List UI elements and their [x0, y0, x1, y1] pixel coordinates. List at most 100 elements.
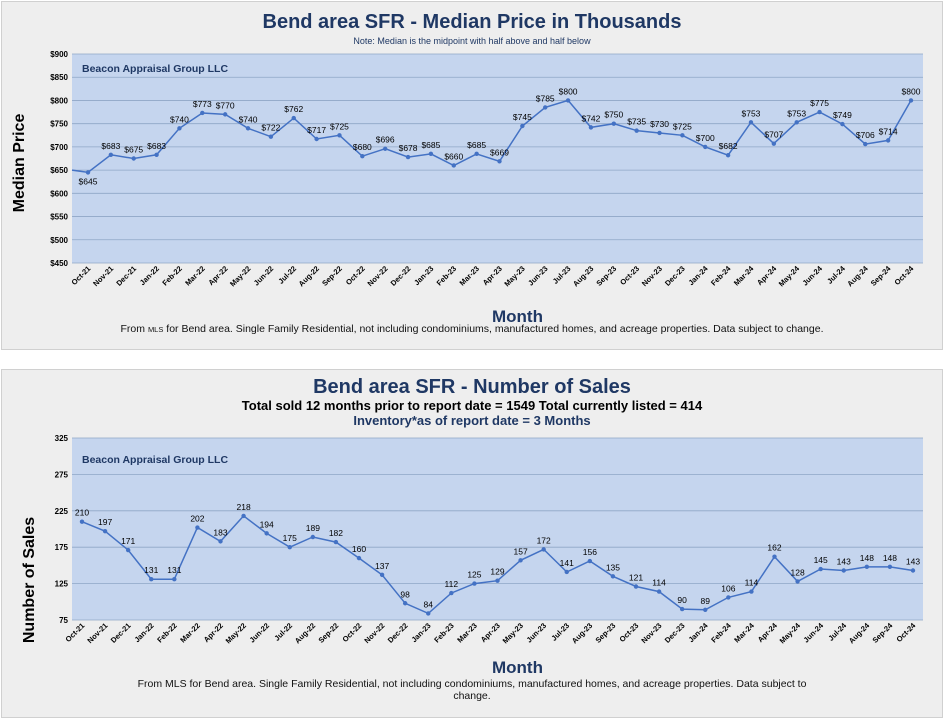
x-tick-label: Jul-23 — [549, 621, 571, 643]
data-point — [794, 120, 799, 125]
data-label: $722 — [261, 123, 280, 133]
data-point — [177, 126, 182, 131]
data-label: $685 — [467, 140, 486, 150]
x-tick-label: Sep-23 — [594, 621, 618, 645]
data-point — [818, 566, 823, 572]
data-label: 183 — [213, 527, 227, 537]
x-tick-label: May-22 — [224, 621, 248, 645]
data-point — [79, 519, 85, 524]
x-tick-label: Jun-24 — [802, 620, 826, 644]
x-tick-label: Mar-24 — [732, 620, 756, 644]
x-tick-label: Apr-24 — [755, 263, 779, 287]
data-label: $740 — [170, 114, 189, 124]
x-tick-label: Jun-23 — [526, 264, 549, 287]
data-point — [102, 528, 108, 534]
x-tick-label: Dec-21 — [114, 264, 138, 288]
x-tick-label: Mar-23 — [455, 621, 478, 644]
data-label: 218 — [236, 502, 250, 512]
x-tick-label: Sep-22 — [317, 621, 341, 645]
data-point — [887, 564, 893, 570]
data-label: 143 — [837, 556, 851, 566]
data-point — [885, 138, 891, 143]
data-label: 210 — [75, 508, 89, 518]
data-point — [108, 152, 114, 157]
data-label: $770 — [216, 100, 235, 110]
y-tick-label: $600 — [50, 189, 68, 198]
data-label: $750 — [604, 110, 623, 120]
x-tick-label: Nov-23 — [640, 264, 664, 288]
data-label: $725 — [330, 121, 349, 131]
x-tick-label: Feb-22 — [155, 621, 178, 644]
x-tick-label: Jan-24 — [686, 263, 710, 287]
data-label: 141 — [560, 558, 574, 568]
data-label: $753 — [787, 108, 806, 118]
data-label: $669 — [490, 147, 509, 157]
data-label: 175 — [283, 533, 297, 543]
data-point — [426, 611, 431, 616]
chart-footer: From MLS for Bend area. Single Family Re… — [120, 323, 824, 335]
data-point — [634, 128, 639, 133]
data-label: 148 — [883, 553, 897, 563]
x-tick-label: Aug-22 — [293, 621, 317, 645]
median-price-line-chart: $450 $500 $550 $600 $650 $700 $750 $800 $850 $900… — [11, 50, 923, 326]
data-label: $707 — [764, 130, 783, 140]
x-tick-label: Dec-23 — [663, 621, 687, 645]
data-label: 172 — [537, 535, 551, 545]
x-tick-label: Jun-22 — [248, 621, 271, 644]
chart-title: Bend area SFR - Median Price in Thousand… — [262, 11, 682, 33]
x-tick-label: Nov-22 — [362, 621, 386, 645]
data-label: 131 — [167, 565, 181, 575]
plot-area — [72, 54, 923, 263]
x-tick-label: Nov-23 — [639, 621, 663, 645]
data-point — [222, 112, 228, 117]
data-point — [726, 595, 731, 600]
data-label: 84 — [424, 599, 434, 609]
number-of-sales-line-chart: 75 125 175 225 275 325 Beacon Appraisal Group … — [21, 434, 923, 677]
x-tick-label: Jul-22 — [276, 264, 298, 286]
data-point — [356, 555, 362, 561]
data-point — [703, 607, 708, 613]
watermark-label: Beacon Appraisal Group LLC — [82, 454, 228, 466]
data-point — [771, 141, 777, 146]
data-point — [428, 151, 434, 157]
data-label: 143 — [906, 556, 920, 566]
data-label: $749 — [833, 110, 852, 120]
data-point — [268, 134, 274, 139]
footer-line-1: From MLS for Bend area. Single Family Re… — [137, 678, 807, 690]
x-tick-label: Oct-22 — [344, 264, 367, 287]
data-point — [817, 109, 822, 115]
x-tick-label: Apr-22 — [206, 264, 229, 287]
data-point — [405, 154, 411, 160]
y-tick-label: 275 — [55, 470, 69, 479]
data-point — [314, 136, 319, 142]
data-point — [541, 547, 546, 552]
data-label: $675 — [124, 145, 143, 155]
data-label: 197 — [98, 517, 112, 527]
data-point — [497, 159, 502, 164]
data-point — [495, 578, 500, 583]
data-label: $706 — [856, 130, 875, 140]
data-label: 162 — [767, 543, 781, 553]
x-tick-label: Oct-24 — [895, 620, 918, 643]
data-point — [125, 547, 131, 553]
y-axis-title: Median Price — [11, 114, 28, 213]
y-tick-label: $650 — [50, 166, 68, 175]
data-point — [472, 581, 477, 586]
data-point — [474, 151, 479, 157]
chart-subtitle-inventory: Inventory*as of report date = 3 Months — [353, 413, 591, 428]
y-tick-label: $850 — [50, 73, 68, 82]
data-point — [245, 126, 251, 131]
data-point — [451, 163, 456, 168]
x-tick-label: Oct-23 — [618, 621, 641, 644]
data-point — [703, 144, 708, 150]
data-label: 125 — [467, 570, 481, 580]
x-tick-label: Jun-24 — [801, 263, 825, 287]
data-point — [564, 569, 569, 575]
data-point — [748, 120, 754, 125]
data-label: $745 — [513, 112, 532, 122]
data-point — [587, 558, 593, 564]
data-label: $683 — [101, 141, 120, 151]
data-point — [195, 525, 200, 530]
x-tick-label: Feb-24 — [709, 263, 733, 287]
x-tick-label: Dec-22 — [386, 621, 410, 645]
